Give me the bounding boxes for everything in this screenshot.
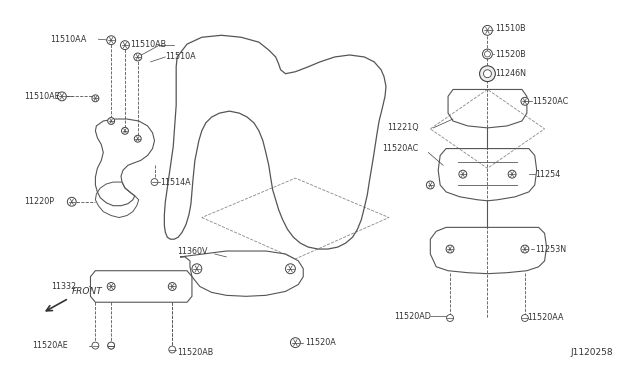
Text: 11253N: 11253N [535,244,566,254]
Text: 11254: 11254 [535,170,560,179]
Circle shape [446,245,454,253]
Circle shape [92,342,99,349]
Text: 11520A: 11520A [305,338,336,347]
Text: 11510A: 11510A [165,52,196,61]
Circle shape [151,179,158,186]
Circle shape [92,95,99,102]
Text: 11520AC: 11520AC [382,144,419,153]
Circle shape [484,70,492,78]
Circle shape [521,245,529,253]
Text: 11514A: 11514A [161,177,191,187]
Text: 11510B: 11510B [495,24,526,33]
Text: 11520AD: 11520AD [394,311,431,321]
Text: 11510AE: 11510AE [24,92,60,101]
Circle shape [134,135,141,142]
Circle shape [169,346,176,353]
Circle shape [192,264,202,274]
Text: 11510AB: 11510AB [130,40,166,49]
Text: 11360V: 11360V [177,247,207,256]
Circle shape [483,25,492,35]
Circle shape [120,41,129,49]
Text: 11220P: 11220P [24,197,54,206]
Circle shape [108,342,115,349]
Text: 11332: 11332 [51,282,76,291]
Text: 11520AC: 11520AC [532,97,568,106]
Circle shape [484,51,490,57]
Text: 11246N: 11246N [495,69,526,78]
Circle shape [107,36,116,45]
Text: FRONT: FRONT [72,287,102,296]
Circle shape [291,338,300,347]
Text: 11221Q: 11221Q [387,124,419,132]
Circle shape [168,283,176,291]
Circle shape [58,92,67,101]
Text: 11520AA: 11520AA [527,314,563,323]
Circle shape [285,264,296,274]
Circle shape [459,170,467,178]
Text: 11520AB: 11520AB [177,348,213,357]
Circle shape [67,197,76,206]
Text: 11520AE: 11520AE [33,341,68,350]
Text: 11510AA: 11510AA [50,35,86,44]
Circle shape [122,127,129,134]
Text: 11520B: 11520B [495,49,526,58]
Circle shape [108,118,115,124]
Circle shape [426,181,435,189]
Circle shape [108,342,115,349]
Circle shape [521,97,529,105]
Circle shape [134,53,141,61]
Circle shape [522,315,529,321]
Text: J1120258: J1120258 [571,349,614,357]
Circle shape [447,315,454,321]
Circle shape [108,283,115,291]
Circle shape [508,170,516,178]
Circle shape [479,66,495,81]
